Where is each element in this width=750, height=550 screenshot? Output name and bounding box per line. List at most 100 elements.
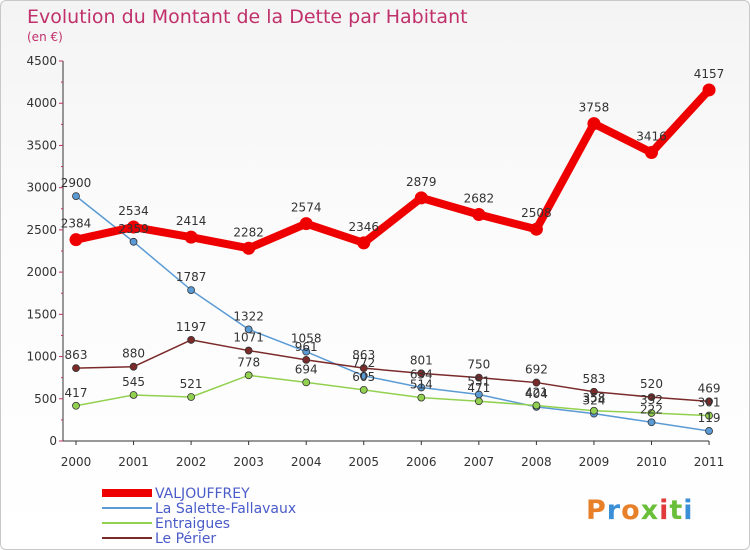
- data-point: [647, 393, 656, 401]
- legend-label: Le Périer: [155, 531, 216, 547]
- x-tick-label: 2009: [579, 455, 610, 469]
- data-label: 2879: [406, 175, 437, 189]
- data-point: [187, 336, 196, 344]
- data-point: [244, 325, 253, 334]
- logo-letter: x: [641, 495, 659, 526]
- data-point: [417, 383, 426, 392]
- data-point: [359, 386, 368, 394]
- x-tick-label: 2007: [464, 455, 495, 469]
- proxiti-logo-text: Proxiti: [586, 495, 694, 526]
- data-label: 778: [237, 355, 260, 369]
- legend-label: Entraigues: [155, 516, 230, 532]
- y-tick-label: 2500: [26, 223, 57, 237]
- data-label: 358: [582, 391, 605, 405]
- data-point: [72, 401, 80, 410]
- data-point: [129, 362, 138, 371]
- data-label: 2282: [233, 225, 264, 239]
- chart-title: Evolution du Montant de la Dette par Hab…: [27, 6, 468, 28]
- data-point: [705, 411, 713, 420]
- data-label: 1787: [176, 270, 207, 284]
- data-label: 694: [295, 362, 318, 376]
- data-point: [244, 371, 253, 380]
- y-tick-label: 3500: [26, 138, 57, 152]
- data-label: 520: [640, 377, 663, 391]
- chart-subtitle: (en €): [27, 30, 63, 44]
- data-point: [472, 208, 486, 222]
- data-point: [647, 418, 656, 427]
- data-label: 545: [122, 375, 145, 389]
- data-label: 514: [410, 378, 433, 392]
- data-point: [242, 241, 256, 255]
- data-label: 801: [410, 353, 433, 367]
- data-point: [359, 364, 368, 373]
- series-line: [75, 374, 710, 417]
- x-tick-label: 2003: [233, 455, 264, 469]
- data-label: 469: [698, 381, 721, 395]
- data-label: 301: [698, 396, 721, 410]
- data-label: 1071: [233, 331, 264, 345]
- logo-letter: P: [586, 495, 607, 526]
- data-label: 863: [352, 348, 375, 362]
- data-label: 2414: [176, 214, 207, 228]
- data-label: 1058: [291, 332, 322, 346]
- data-label: 605: [352, 370, 375, 384]
- data-point: [302, 347, 311, 356]
- data-label: 1322: [233, 309, 264, 323]
- data-label: 421: [525, 385, 548, 399]
- data-label: 2384: [61, 217, 92, 231]
- data-point: [647, 409, 656, 417]
- data-point: [129, 391, 138, 399]
- x-tick-label: 2005: [348, 455, 379, 469]
- data-point: [417, 393, 426, 402]
- logo-letter: t: [669, 495, 683, 526]
- axes: 0 500 1000 1500 2000 2500 3000 3500 4000 4500 2000…: [26, 54, 724, 469]
- data-point: [302, 378, 311, 387]
- data-label: 2359: [118, 222, 149, 236]
- data-label: 417: [65, 386, 88, 400]
- series-line: [72, 85, 714, 253]
- x-tick-label: 2008: [521, 455, 552, 469]
- data-point: [474, 373, 483, 382]
- data-point: [357, 236, 371, 250]
- data-point: [299, 217, 313, 231]
- y-tick-label: 4000: [26, 96, 57, 110]
- data-label: 521: [180, 377, 203, 391]
- data-label: 324: [582, 394, 605, 408]
- data-label: 583: [582, 372, 605, 386]
- data-label: 4157: [694, 67, 725, 81]
- y-tick-label: 4500: [26, 54, 57, 68]
- data-point: [187, 393, 196, 401]
- data-point: [705, 397, 713, 406]
- data-point: [529, 222, 543, 236]
- data-point: [184, 230, 198, 244]
- x-tick-label: 2002: [176, 455, 207, 469]
- data-label: 863: [65, 348, 88, 362]
- data-labels: 2384 2534 2414 2282 2574 2346 2879 2682 2508 3758…: [61, 67, 725, 425]
- data-point: [72, 364, 80, 373]
- x-tick-label: 2010: [636, 455, 667, 469]
- data-label: 222: [640, 402, 663, 416]
- data-point: [417, 369, 426, 378]
- data-label: 2574: [291, 201, 322, 215]
- data-point: [414, 191, 428, 205]
- data-label: 772: [352, 356, 375, 370]
- x-tick-label: 2011: [694, 455, 725, 469]
- data-label: 1197: [176, 320, 207, 334]
- data-point: [302, 355, 311, 364]
- y-tick-label: 500: [34, 392, 57, 406]
- legend-label: VALJOUFFREY: [155, 486, 250, 502]
- data-point: [129, 237, 138, 246]
- data-point: [127, 220, 141, 234]
- y-tick-label: 1000: [26, 350, 57, 364]
- data-label: 3758: [579, 101, 610, 115]
- data-label: 119: [698, 411, 721, 425]
- data-label: 634: [410, 367, 433, 381]
- data-label: 471: [467, 381, 490, 395]
- data-point: [645, 146, 658, 160]
- x-tick-label: 2001: [118, 455, 149, 469]
- y-tick-label: 3000: [26, 181, 57, 195]
- data-label: 2682: [464, 192, 495, 206]
